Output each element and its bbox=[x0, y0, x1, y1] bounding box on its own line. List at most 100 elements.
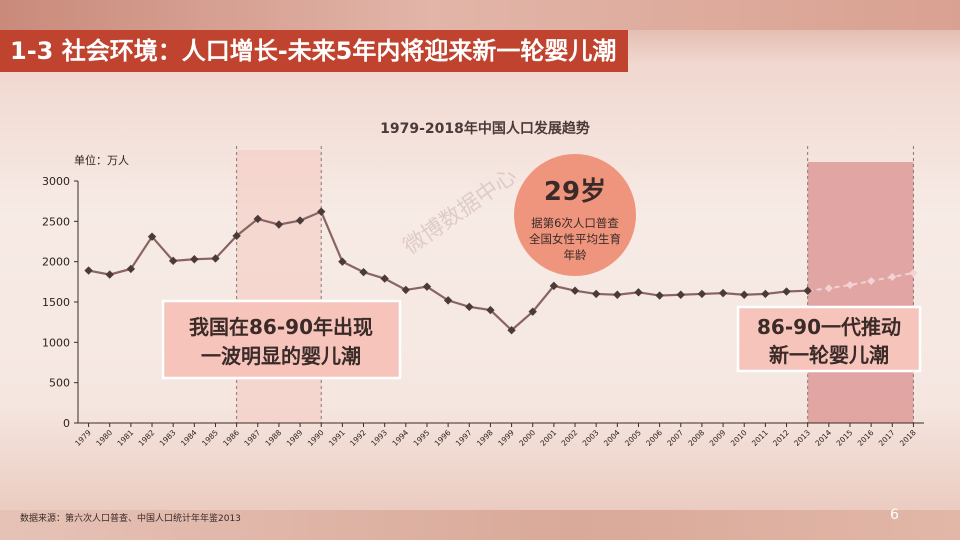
forecast-point bbox=[845, 281, 854, 290]
y-tick-label: 3000 bbox=[42, 175, 70, 188]
left-box-line-2: 一波明显的婴儿潮 bbox=[201, 344, 361, 368]
x-tick-label: 2004 bbox=[602, 428, 622, 448]
x-tick-label: 1982 bbox=[137, 428, 157, 448]
data-point bbox=[147, 232, 157, 241]
y-tick-label: 2000 bbox=[42, 256, 70, 269]
data-point bbox=[803, 286, 812, 295]
highlight-band-2013-2018 bbox=[807, 162, 914, 423]
x-tick-label: 1979 bbox=[73, 428, 93, 448]
data-point bbox=[105, 270, 114, 279]
data-point bbox=[634, 288, 643, 297]
x-tick-label: 2010 bbox=[729, 428, 749, 448]
data-point bbox=[190, 255, 199, 264]
right-box-line-1: 86-90一代推动 bbox=[757, 315, 901, 339]
data-point bbox=[549, 281, 559, 291]
data-point bbox=[465, 302, 474, 312]
data-point bbox=[655, 291, 664, 300]
y-tick-label: 2500 bbox=[42, 215, 70, 228]
x-tick-label: 2008 bbox=[686, 428, 706, 448]
x-tick-label: 1981 bbox=[115, 428, 135, 448]
baby-boom-callout-box: 我国在86-90年出现 一波明显的婴儿潮 bbox=[161, 299, 402, 380]
fertility-age-callout: 29岁 据第6次人口普查 全国女性平均生育 年龄 bbox=[514, 154, 636, 276]
data-point bbox=[211, 254, 220, 263]
x-tick-label: 1997 bbox=[454, 428, 474, 448]
forecast-point bbox=[909, 268, 918, 277]
chart-title: 1979-2018年中国人口发展趋势 bbox=[380, 120, 590, 137]
x-tick-label: 1996 bbox=[433, 428, 453, 448]
x-tick-label: 1995 bbox=[412, 428, 432, 448]
top-band bbox=[0, 0, 960, 30]
callout-box-left bbox=[161, 299, 402, 380]
x-tick-label: 2003 bbox=[581, 428, 601, 448]
y-tick-label: 500 bbox=[49, 377, 70, 390]
x-tick-label: 2007 bbox=[665, 428, 685, 448]
callout-box-right bbox=[736, 305, 922, 373]
y-tick-label: 0 bbox=[63, 417, 70, 430]
y-tick-label: 1000 bbox=[42, 336, 70, 349]
right-box-line-2: 新一轮婴儿潮 bbox=[769, 343, 889, 367]
x-tick-label: 2014 bbox=[813, 428, 833, 448]
data-point bbox=[718, 288, 728, 298]
x-tick-label: 2013 bbox=[792, 428, 812, 448]
x-tick-label: 1999 bbox=[496, 428, 516, 448]
data-point bbox=[676, 290, 685, 299]
data-point bbox=[591, 289, 601, 299]
x-tick-label: 2017 bbox=[877, 428, 897, 448]
x-tick-label: 2015 bbox=[835, 428, 855, 448]
callout-line-3: 年龄 bbox=[564, 248, 587, 262]
x-tick-label: 2012 bbox=[771, 428, 791, 448]
x-tick-label: 2009 bbox=[708, 428, 728, 448]
x-tick-label: 1993 bbox=[369, 428, 389, 448]
forecast-point bbox=[867, 277, 876, 286]
x-tick-label: 2000 bbox=[517, 428, 537, 448]
data-point bbox=[84, 266, 93, 275]
forecast-point bbox=[888, 272, 897, 281]
y-tick-labels: 0 500 1000 1500 2000 2500 3000 bbox=[42, 175, 70, 430]
x-tick-label: 2011 bbox=[750, 428, 770, 448]
x-tick-label: 1991 bbox=[327, 428, 347, 448]
x-tick-label: 2005 bbox=[623, 428, 643, 448]
data-point bbox=[613, 290, 622, 299]
x-tick-labels: 1979 1980 1981 1982 1983 1984 1985 1986 1987 1988… bbox=[73, 428, 918, 448]
data-point bbox=[761, 289, 770, 299]
data-point bbox=[528, 307, 537, 316]
data-point bbox=[507, 326, 516, 335]
x-tick-label: 1990 bbox=[306, 428, 326, 448]
data-source: 数据来源：第六次人口普查、中国人口统计年年鉴2013 bbox=[20, 514, 241, 524]
x-tick-label: 1980 bbox=[94, 428, 114, 448]
callout-line-2: 全国女性平均生育 bbox=[529, 232, 621, 246]
forecast-point bbox=[824, 284, 833, 293]
x-tick-label: 1989 bbox=[285, 428, 305, 448]
page-number: 6 bbox=[890, 507, 899, 523]
y-axis-unit-label: 单位：万人 bbox=[74, 153, 129, 167]
x-tick-label: 1992 bbox=[348, 428, 368, 448]
axes bbox=[74, 180, 924, 427]
data-point bbox=[697, 289, 707, 299]
data-point bbox=[359, 267, 368, 277]
x-tick-label: 1985 bbox=[200, 428, 220, 448]
x-tick-label: 2016 bbox=[856, 428, 876, 448]
callout-circle bbox=[514, 154, 636, 276]
data-point bbox=[443, 296, 453, 305]
x-tick-label: 1983 bbox=[158, 428, 178, 448]
x-tick-label: 1994 bbox=[390, 428, 410, 448]
callout-big-number: 29岁 bbox=[544, 176, 606, 207]
data-point bbox=[126, 264, 136, 274]
data-point bbox=[782, 287, 791, 296]
x-tick-label: 2006 bbox=[644, 428, 664, 448]
data-point bbox=[274, 220, 284, 229]
x-tick-label: 1998 bbox=[475, 428, 495, 448]
x-tick-label: 1988 bbox=[263, 428, 283, 448]
data-point bbox=[401, 285, 411, 295]
y-tick-label: 1500 bbox=[42, 296, 70, 309]
data-point bbox=[168, 256, 178, 266]
highlight-band-1986-1990 bbox=[236, 150, 322, 423]
watermark: 微博数据中心 bbox=[399, 164, 521, 260]
data-point bbox=[232, 231, 241, 241]
data-point bbox=[338, 257, 347, 266]
series-markers bbox=[84, 207, 918, 335]
left-box-line-1: 我国在86-90年出现 bbox=[189, 315, 373, 339]
data-point bbox=[486, 305, 495, 315]
callout-line-1: 据第6次人口普查 bbox=[531, 216, 619, 230]
